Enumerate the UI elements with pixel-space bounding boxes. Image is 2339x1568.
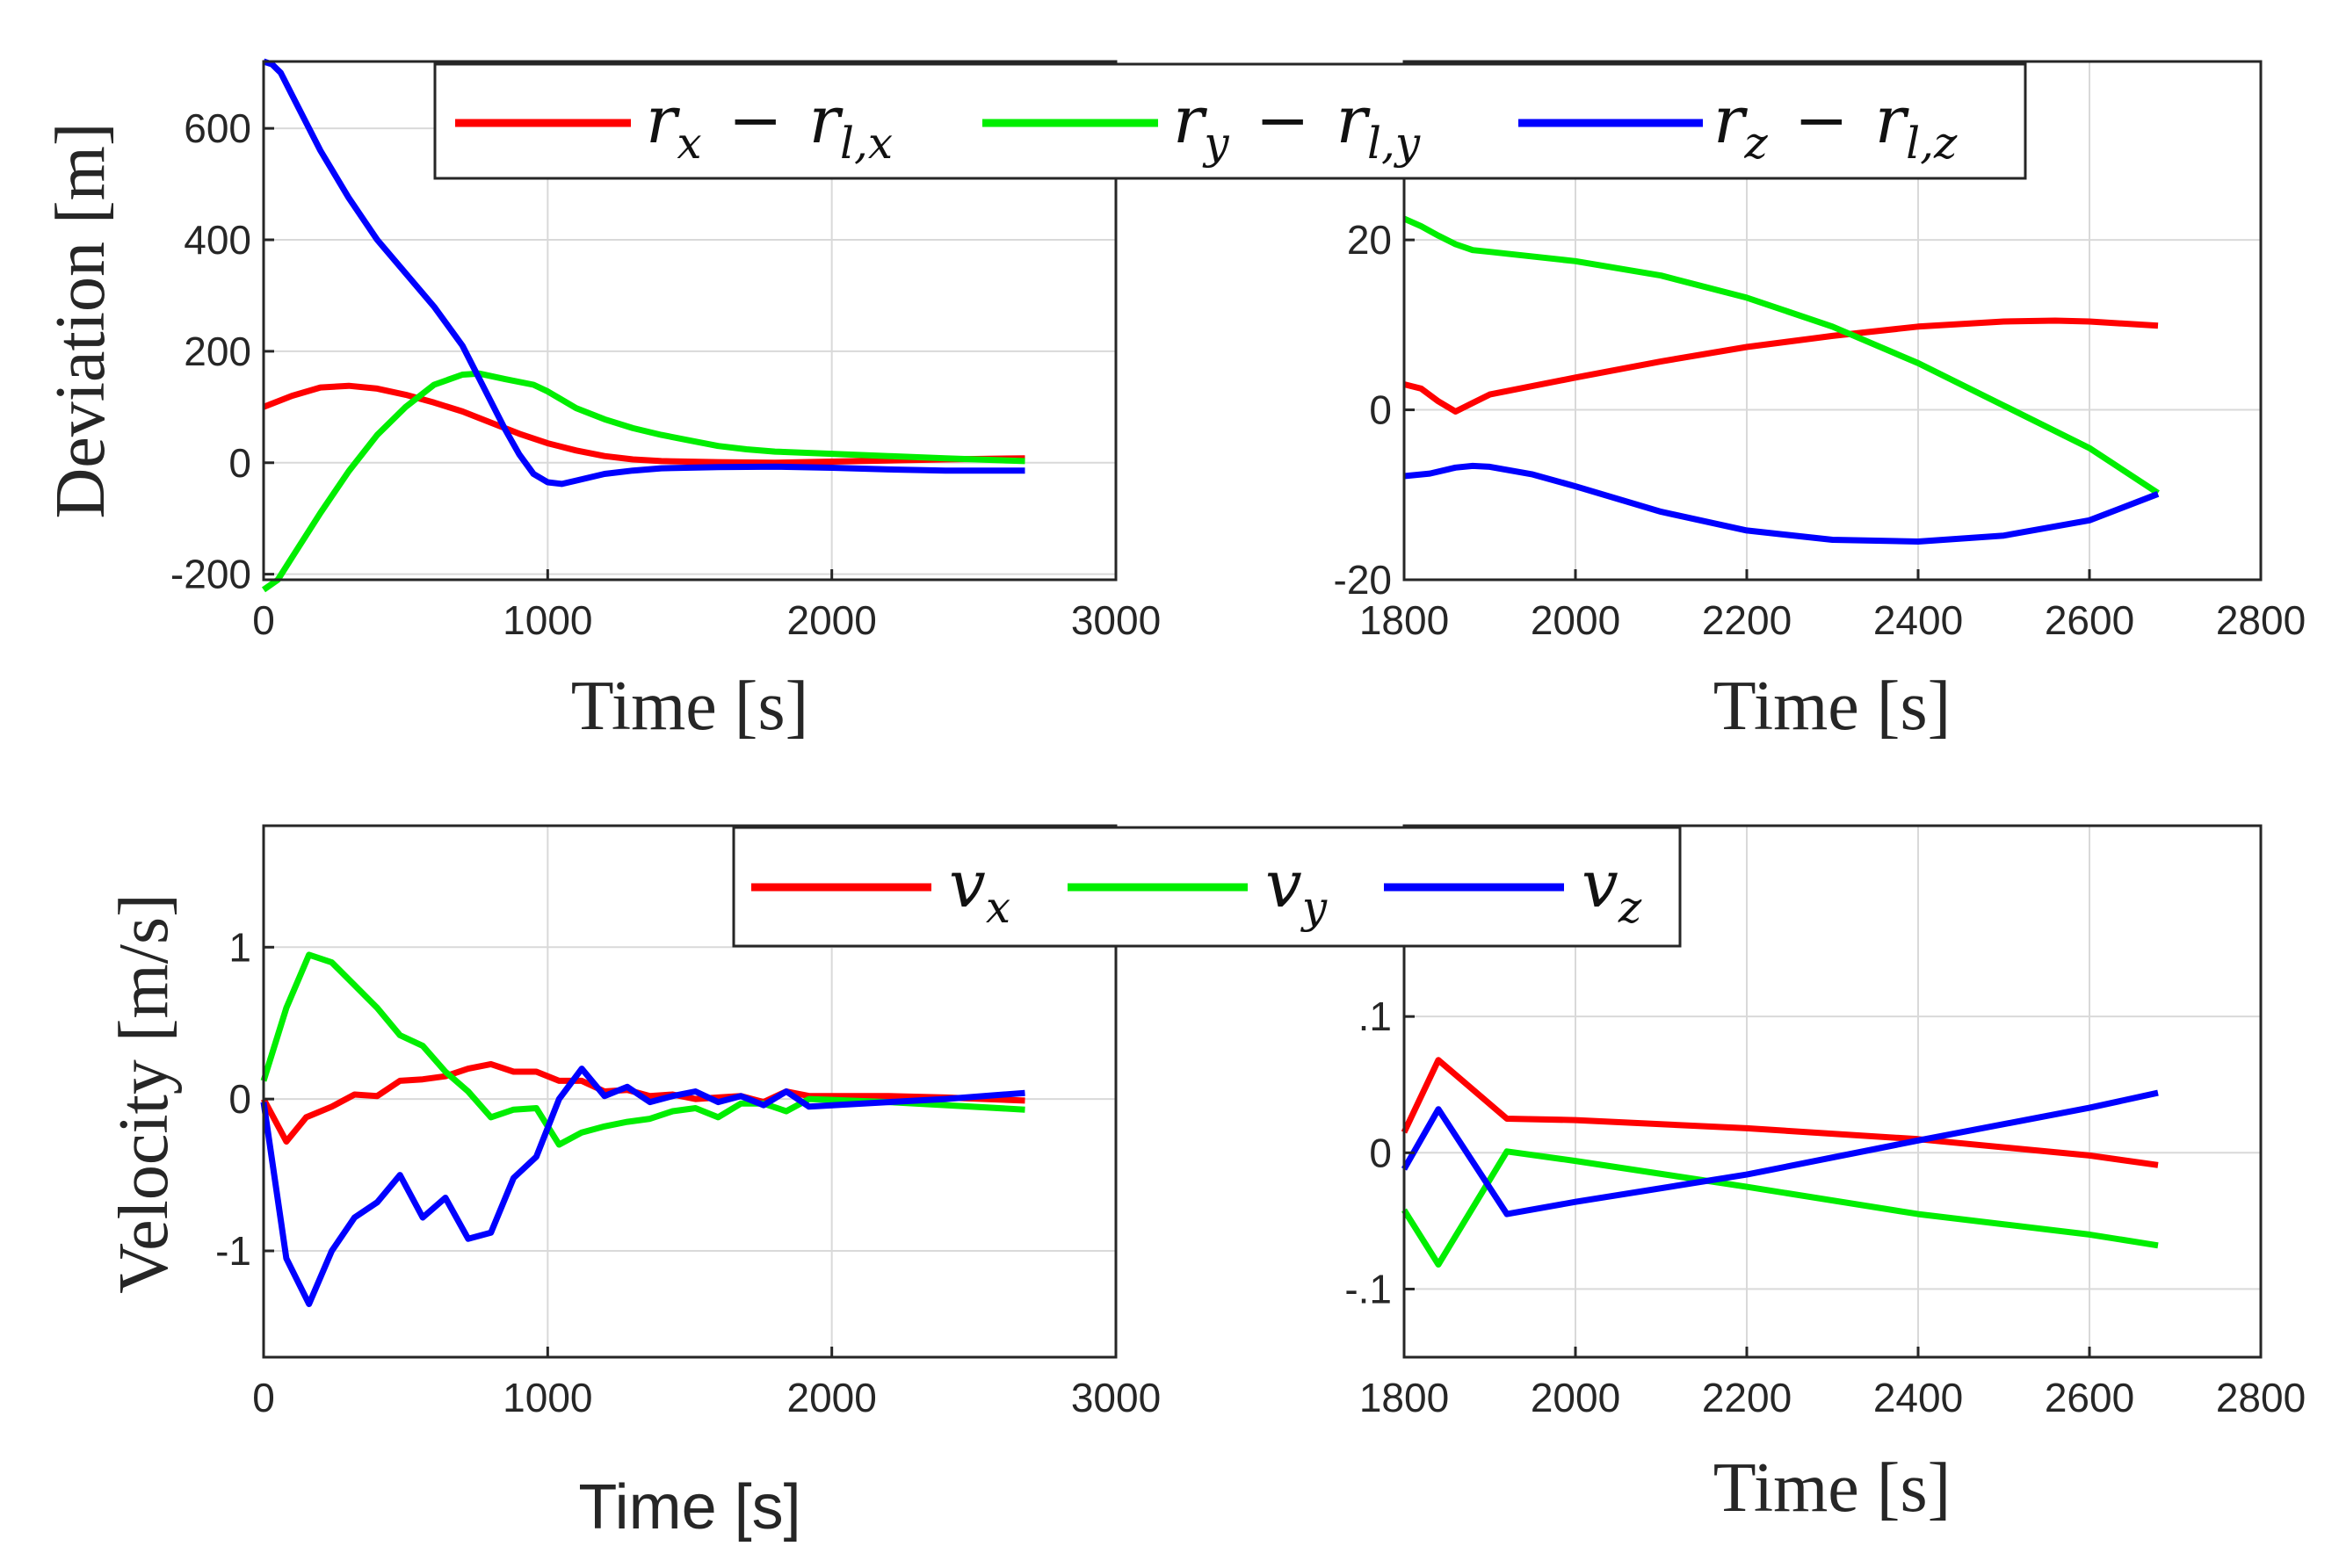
y-tick-label: 200 xyxy=(184,329,251,374)
tick-labels: 1800 2000 2200 2400 2600 2800 -20 0 20 xyxy=(1334,217,2306,643)
x-tick-label: 0 xyxy=(252,1375,275,1420)
x-tick-label: 1000 xyxy=(503,1375,592,1420)
x-tick-label: 2000 xyxy=(1531,597,1620,643)
legend-label-vy: vy xyxy=(1265,847,1328,933)
series-line-y xyxy=(1401,1148,2159,1268)
y-tick-label: 600 xyxy=(184,105,251,151)
axes-box xyxy=(1402,60,2263,582)
legend-entry-vz: vz xyxy=(1384,847,1642,933)
x-tick-label: 2400 xyxy=(1873,1375,1963,1420)
axes-box xyxy=(262,824,1118,1359)
series-line-y xyxy=(261,370,1025,593)
legend-position: rx − rl,x ry − rl,y rz − rl,z xyxy=(433,62,2027,180)
y-tick-label: -1 xyxy=(215,1228,251,1274)
legend-entry-vx: vx xyxy=(751,847,1010,933)
x-tick-label: 1800 xyxy=(1359,1375,1449,1420)
tick-labels: 0 1000 2000 3000 -1 0 1 xyxy=(215,924,1161,1420)
x-tick-label: 2200 xyxy=(1702,1375,1792,1420)
y-tick-label: -200 xyxy=(170,552,251,597)
legend-velocity: vx vy vz xyxy=(732,826,1682,948)
legend-label-z: rz − rl,z xyxy=(1713,83,1958,169)
x-tick-label: 0 xyxy=(252,597,275,643)
legend-entry-vy: vy xyxy=(1068,847,1328,933)
x-tick-label: 2000 xyxy=(786,597,876,643)
x-tick-label: 3000 xyxy=(1071,1375,1161,1420)
x-tick-label: 2000 xyxy=(786,1375,876,1420)
y-axis-label: Velocity [m/s] xyxy=(105,893,183,1293)
axes-box xyxy=(1402,824,2263,1359)
series-lines xyxy=(261,58,1025,593)
series-lines xyxy=(1401,1057,2159,1268)
x-axis-label: Time [s] xyxy=(578,1472,800,1543)
series-line-x xyxy=(262,382,1025,466)
series-lines xyxy=(260,951,1025,1307)
series-line-z xyxy=(1401,1089,2159,1218)
series-line-z xyxy=(262,58,1025,488)
x-tick-label: 2400 xyxy=(1873,597,1963,643)
x-axis-label: Time [s] xyxy=(1713,668,1951,745)
x-tick-label: 2000 xyxy=(1531,1375,1620,1420)
legend-label-vx: vx xyxy=(949,847,1010,933)
legend-box xyxy=(433,62,2027,180)
x-tick-label: 2600 xyxy=(2045,597,2134,643)
axes-box xyxy=(262,60,1118,582)
legend-entry-y: ry − rl,y xyxy=(982,83,1421,169)
x-tick-label: 2200 xyxy=(1702,597,1792,643)
x-axis-label: Time [s] xyxy=(571,668,808,745)
x-tick-label: 2800 xyxy=(2216,597,2306,643)
tick-labels: 1800 2000 2200 2400 2600 2800 -.1 0 .1 xyxy=(1344,994,2306,1420)
legend-label-vz: vz xyxy=(1582,847,1642,933)
x-tick-label: 3000 xyxy=(1071,597,1161,643)
y-tick-label: 400 xyxy=(184,217,251,263)
series-line-y xyxy=(1402,215,2160,496)
series-line-x xyxy=(1403,317,2159,415)
series-line-x xyxy=(1401,1057,2159,1168)
y-axis-label: Deviation [m] xyxy=(42,123,119,519)
y-tick-label: 0 xyxy=(1369,1130,1392,1175)
x-tick-label: 2600 xyxy=(2045,1375,2134,1420)
y-tick-label: 20 xyxy=(1347,217,1392,263)
series-line-z xyxy=(260,1066,1025,1307)
y-tick-label: -.1 xyxy=(1344,1266,1392,1311)
y-tick-label: 0 xyxy=(228,440,251,486)
x-tick-label: 1000 xyxy=(503,597,592,643)
legend-label-y: ry − rl,y xyxy=(1173,83,1421,169)
y-tick-label: -20 xyxy=(1334,557,1392,603)
y-tick-label: 1 xyxy=(228,924,251,970)
x-tick-label: 2800 xyxy=(2216,1375,2306,1420)
y-tick-label: 0 xyxy=(1369,387,1392,433)
legend-entry-z: rz − rl,z xyxy=(1518,83,1958,169)
x-axis-label: Time [s] xyxy=(1713,1449,1951,1527)
y-tick-label: .1 xyxy=(1358,994,1392,1039)
series-lines xyxy=(1402,215,2160,545)
legend-entry-x: rx − rl,x xyxy=(455,83,893,169)
series-line-y xyxy=(260,951,1025,1148)
legend-label-x: rx − rl,x xyxy=(646,83,893,169)
series-line-z xyxy=(1403,462,2160,545)
x-tick-label: 1800 xyxy=(1359,597,1449,643)
y-tick-label: 0 xyxy=(228,1076,251,1122)
